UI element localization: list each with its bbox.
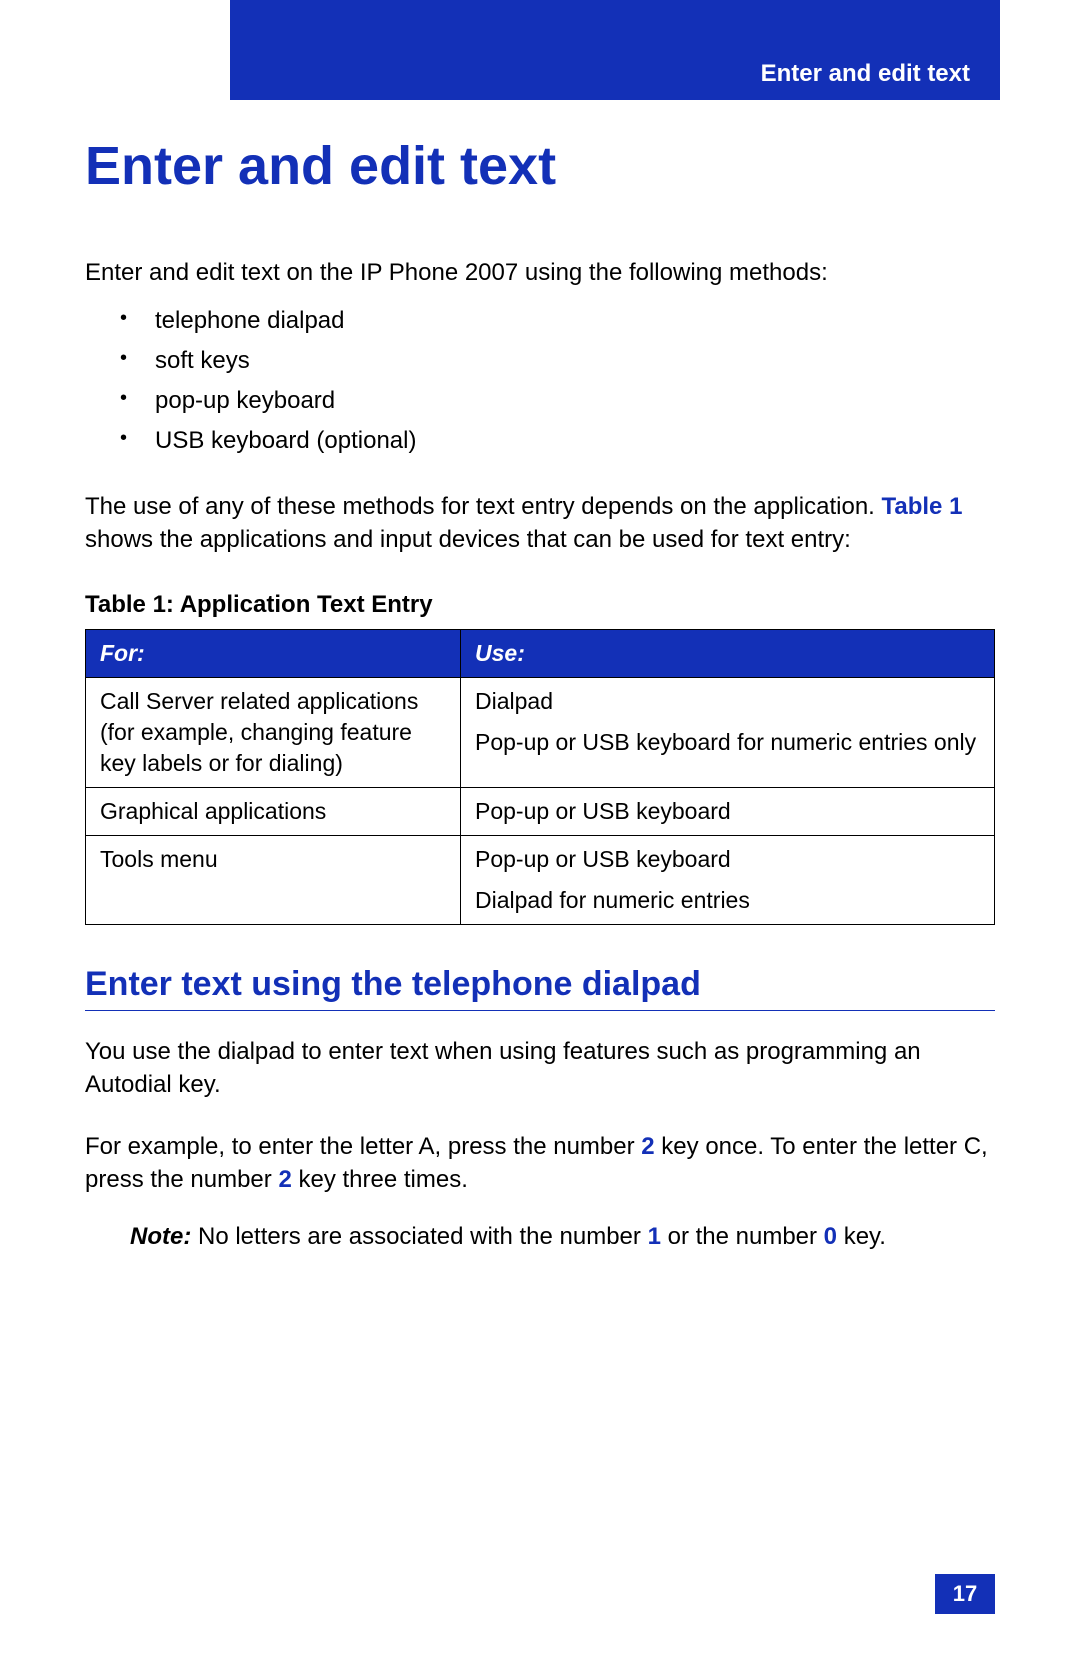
text-run: shows the applications and input devices… bbox=[85, 526, 851, 553]
text-run: No letters are associated with the numbe… bbox=[191, 1223, 647, 1250]
section2-para1: You use the dialpad to enter text when u… bbox=[85, 1036, 995, 1101]
section-rule bbox=[85, 1010, 995, 1011]
header-title: Enter and edit text bbox=[761, 60, 970, 87]
text-run: For example, to enter the letter A, pres… bbox=[85, 1133, 641, 1160]
page-number: 17 bbox=[953, 1581, 977, 1606]
page-number-badge: 17 bbox=[935, 1574, 995, 1614]
key-ref: 0 bbox=[824, 1223, 837, 1250]
table-header-row: For: Use: bbox=[86, 630, 995, 678]
table-cell-for: Tools menu bbox=[86, 836, 461, 925]
table-header-for: For: bbox=[86, 630, 461, 678]
note-block: Note: No letters are associated with the… bbox=[130, 1221, 995, 1253]
paragraph-table-intro: The use of any of these methods for text… bbox=[85, 491, 995, 556]
table-cell-use: Pop-up or USB keyboard bbox=[461, 788, 995, 836]
section2-para2: For example, to enter the letter A, pres… bbox=[85, 1131, 995, 1196]
section-heading-dialpad: Enter text using the telephone dialpad bbox=[85, 965, 995, 1004]
list-item: USB keyboard (optional) bbox=[120, 421, 995, 461]
table-cell-use: Pop-up or USB keyboard Dialpad for numer… bbox=[461, 836, 995, 925]
document-page: Enter and edit text Enter and edit text … bbox=[0, 0, 1080, 1669]
cell-line: Dialpad bbox=[475, 686, 980, 717]
key-ref: 2 bbox=[641, 1133, 654, 1160]
key-ref: 1 bbox=[648, 1223, 661, 1250]
table-cell-for: Graphical applications bbox=[86, 788, 461, 836]
page-title: Enter and edit text bbox=[85, 135, 995, 197]
header-banner: Enter and edit text bbox=[230, 0, 1000, 100]
text-run: key. bbox=[837, 1223, 886, 1250]
key-ref: 2 bbox=[278, 1166, 291, 1193]
cell-line: Pop-up or USB keyboard bbox=[475, 844, 980, 875]
application-text-entry-table: For: Use: Call Server related applicatio… bbox=[85, 629, 995, 925]
text-run: The use of any of these methods for text… bbox=[85, 493, 882, 520]
table-row: Call Server related applications (for ex… bbox=[86, 678, 995, 788]
methods-list: telephone dialpad soft keys pop-up keybo… bbox=[120, 301, 995, 461]
intro-paragraph: Enter and edit text on the IP Phone 2007… bbox=[85, 257, 995, 289]
text-run: key three times. bbox=[292, 1166, 468, 1193]
table-cell-use: Dialpad Pop-up or USB keyboard for numer… bbox=[461, 678, 995, 788]
table-cell-for: Call Server related applications (for ex… bbox=[86, 678, 461, 788]
list-item: telephone dialpad bbox=[120, 301, 995, 341]
table-row: Graphical applications Pop-up or USB key… bbox=[86, 788, 995, 836]
note-label: Note: bbox=[130, 1223, 191, 1250]
page-content: Enter and edit text Enter and edit text … bbox=[85, 135, 995, 1253]
text-run: or the number bbox=[661, 1223, 824, 1250]
list-item: soft keys bbox=[120, 341, 995, 381]
table-caption: Table 1: Application Text Entry bbox=[85, 591, 995, 619]
list-item: pop-up keyboard bbox=[120, 381, 995, 421]
cell-line: Pop-up or USB keyboard bbox=[475, 796, 980, 827]
cell-line: Pop-up or USB keyboard for numeric entri… bbox=[475, 727, 980, 758]
table-row: Tools menu Pop-up or USB keyboard Dialpa… bbox=[86, 836, 995, 925]
table-header-use: Use: bbox=[461, 630, 995, 678]
table-reference-link[interactable]: Table 1 bbox=[882, 493, 963, 520]
cell-line: Dialpad for numeric entries bbox=[475, 885, 980, 916]
